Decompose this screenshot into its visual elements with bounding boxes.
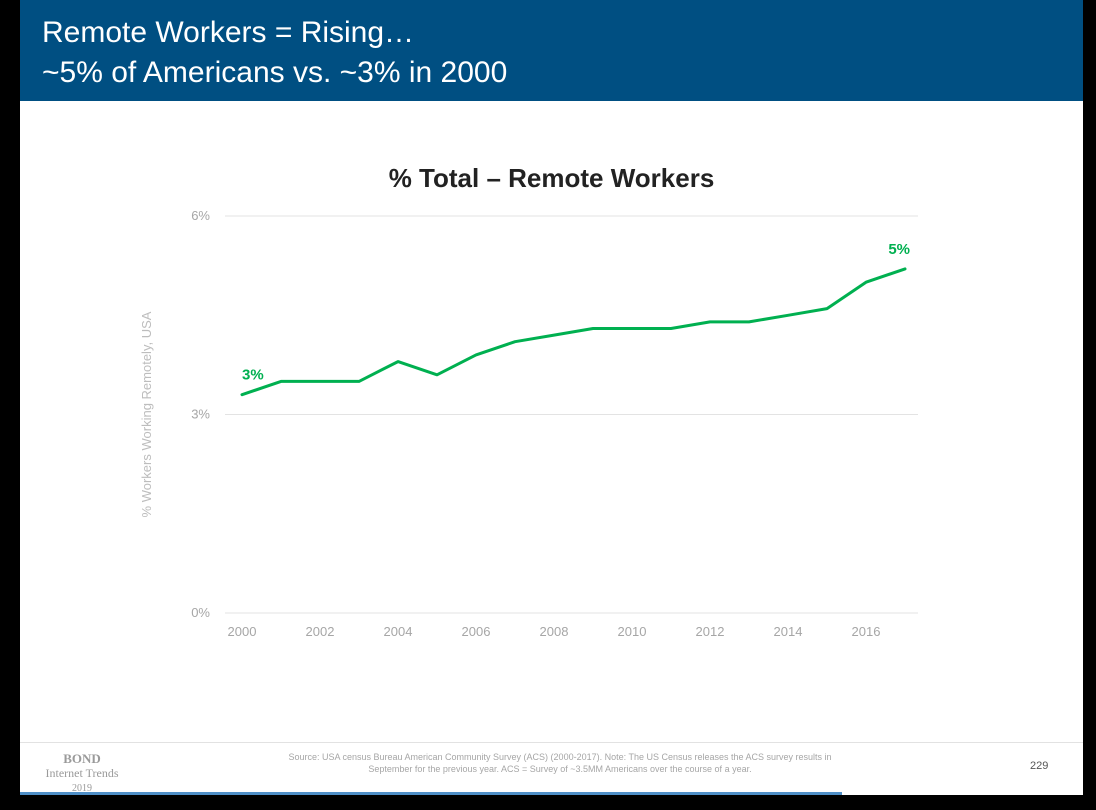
x-tick-label: 2012 [696, 624, 725, 639]
y-tick-label: 0% [191, 605, 210, 620]
x-tick-label: 2016 [852, 624, 881, 639]
x-tick-label: 2004 [384, 624, 413, 639]
data-labels: 3% 5% [242, 241, 910, 384]
series-line [240, 267, 907, 397]
data-label: 5% [888, 241, 910, 258]
slide-title-line-1: Remote Workers = Rising… [42, 16, 415, 49]
footer-divider [20, 742, 1083, 743]
y-tick-labels: 0% 3% 6% [191, 208, 210, 620]
x-tick-label: 2010 [618, 624, 647, 639]
slide: Remote Workers = Rising… ~5% of American… [20, 0, 1083, 795]
y-tick-label: 3% [191, 407, 210, 422]
brand-name: BOND [63, 751, 101, 766]
brand-logo: BOND Internet Trends 2019 [20, 751, 144, 796]
source-note: Source: USA census Bureau American Commu… [230, 751, 890, 775]
header-banner: Remote Workers = Rising… ~5% of American… [20, 0, 1083, 101]
x-tick-label: 2008 [540, 624, 569, 639]
x-tick-labels: 2000 2002 2004 2006 2008 2010 2012 2014 2016 [228, 624, 881, 639]
chart-gridlines [225, 215, 918, 614]
data-label: 3% [242, 367, 264, 384]
x-tick-label: 2006 [462, 624, 491, 639]
x-tick-label: 2000 [228, 624, 257, 639]
line-chart: 0%3%6% 2000 2002 2004 2006 2008 2010 2012 2014 2… [139, 208, 918, 639]
progress-bar [20, 792, 842, 795]
source-note-line-1: Source: USA census Bureau American Commu… [288, 752, 832, 762]
x-tick-label: 2014 [774, 624, 803, 639]
x-tick-label: 2002 [306, 624, 335, 639]
brand-year: 2019 [72, 783, 92, 794]
chart-title: % Total – Remote Workers [388, 163, 715, 193]
slide-title-line-2: ~5% of Americans vs. ~3% in 2000 [42, 56, 508, 89]
brand-subtitle: Internet Trends [45, 766, 119, 780]
page-number: 229 [1030, 760, 1049, 772]
y-tick-label: 6% [191, 208, 210, 223]
source-note-line-2: September for the previous year. ACS = S… [368, 764, 752, 774]
y-axis-label: % Workers Working Remotely, USA [139, 311, 154, 517]
